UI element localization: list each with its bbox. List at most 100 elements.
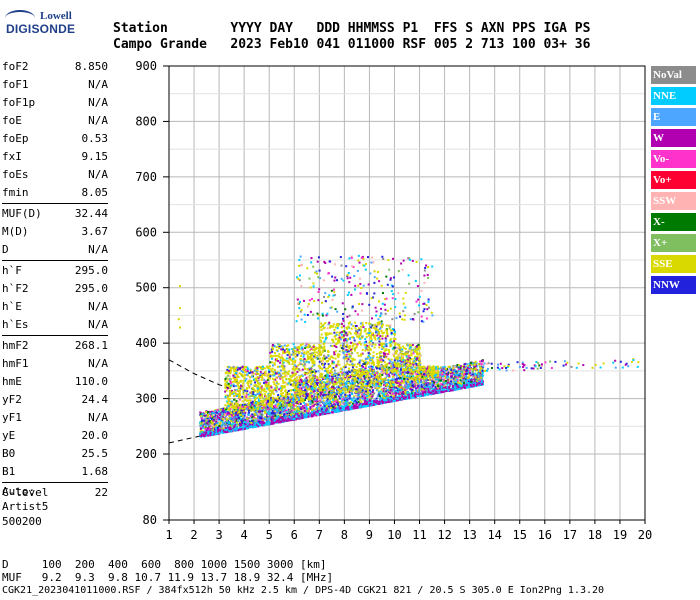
echo-point <box>298 405 301 408</box>
echo-point <box>391 372 394 375</box>
echo-point <box>292 412 295 415</box>
echo-point <box>286 406 289 409</box>
echo-point <box>235 421 238 424</box>
echo-point <box>348 403 351 406</box>
echo-point <box>346 381 349 384</box>
echo-point <box>295 414 298 417</box>
echo-point <box>332 398 335 401</box>
echo-point <box>394 361 397 364</box>
echo-point <box>314 408 317 411</box>
echo-point <box>348 395 351 398</box>
echo-point <box>397 370 400 373</box>
echo-point <box>395 364 398 367</box>
echo-point <box>407 393 410 396</box>
echo-point <box>321 394 324 397</box>
echo-point <box>287 417 290 420</box>
echo-point <box>371 369 374 372</box>
echo-point <box>376 401 379 404</box>
echo-point <box>354 391 357 394</box>
echo-point <box>201 414 204 417</box>
param-value: 8.05 <box>81 186 109 199</box>
echo-point <box>222 407 225 410</box>
echo-point <box>347 380 350 383</box>
param-value: 0.53 <box>81 132 109 145</box>
echo-point <box>293 405 296 408</box>
echo-point <box>352 395 355 398</box>
echo-point <box>361 403 364 406</box>
echo-point <box>359 391 362 394</box>
echo-point <box>209 424 212 427</box>
echo-point <box>405 377 408 380</box>
echo-point <box>305 404 308 407</box>
echo-point <box>379 365 382 368</box>
echo-point <box>395 399 398 402</box>
echo-point <box>296 406 299 409</box>
echo-point <box>400 385 403 388</box>
echo-point <box>472 370 475 373</box>
echo-point <box>215 410 218 413</box>
echo-point <box>356 390 359 393</box>
echo-point <box>441 367 444 370</box>
echo-point <box>334 392 337 395</box>
echo-point <box>332 373 335 376</box>
echo-point <box>454 377 457 380</box>
echo-point <box>321 409 324 412</box>
echo-point <box>472 362 475 365</box>
echo-point <box>273 408 276 411</box>
echo-point <box>301 416 304 419</box>
echo-point <box>392 364 395 367</box>
param-value: 268.1 <box>74 339 108 352</box>
echo-point <box>242 415 245 418</box>
echo-point <box>382 398 385 401</box>
echo-point <box>207 420 210 423</box>
echo-point <box>246 403 249 406</box>
echo-point <box>416 381 419 384</box>
echo-point <box>334 403 337 406</box>
echo-point <box>286 395 289 398</box>
echo-point <box>445 388 448 391</box>
echo-point <box>433 388 436 391</box>
echo-point <box>212 411 215 414</box>
echo-point <box>421 383 424 386</box>
echo-point <box>368 394 371 397</box>
echo-point <box>402 368 405 371</box>
echo-point <box>393 392 396 395</box>
echo-point <box>315 398 318 401</box>
echo-point <box>335 383 338 386</box>
echo-point <box>309 403 312 406</box>
echo-point <box>392 380 395 383</box>
echo-point <box>385 397 388 400</box>
echo-point <box>398 378 401 381</box>
echo-point <box>395 374 398 377</box>
echo-point <box>244 423 247 426</box>
echo-point <box>322 400 325 403</box>
echo-point <box>393 399 396 402</box>
echo-point <box>285 411 288 414</box>
echo-point <box>295 384 298 387</box>
echo-point <box>233 419 236 422</box>
echo-point <box>214 417 217 420</box>
echo-point <box>290 397 293 400</box>
echo-point <box>283 413 286 416</box>
echo-point <box>345 403 348 406</box>
echo-point <box>385 372 388 375</box>
echo-point <box>480 381 483 384</box>
echo-point <box>222 422 225 425</box>
echo-point <box>209 415 212 418</box>
echo-point <box>298 417 301 420</box>
param-value: N/A <box>88 96 108 109</box>
echo-point <box>474 381 477 384</box>
echo-point <box>458 373 461 376</box>
echo-point <box>386 392 389 395</box>
echo-point <box>418 393 421 396</box>
echo-point <box>343 403 346 406</box>
echo-point <box>398 394 401 397</box>
echo-point <box>405 365 408 368</box>
echo-point <box>327 381 330 384</box>
echo-point <box>416 368 419 371</box>
echo-point <box>199 412 202 415</box>
echo-point <box>431 383 434 386</box>
echo-point <box>467 376 470 379</box>
echo-point <box>347 395 350 398</box>
echo-point <box>310 408 313 411</box>
